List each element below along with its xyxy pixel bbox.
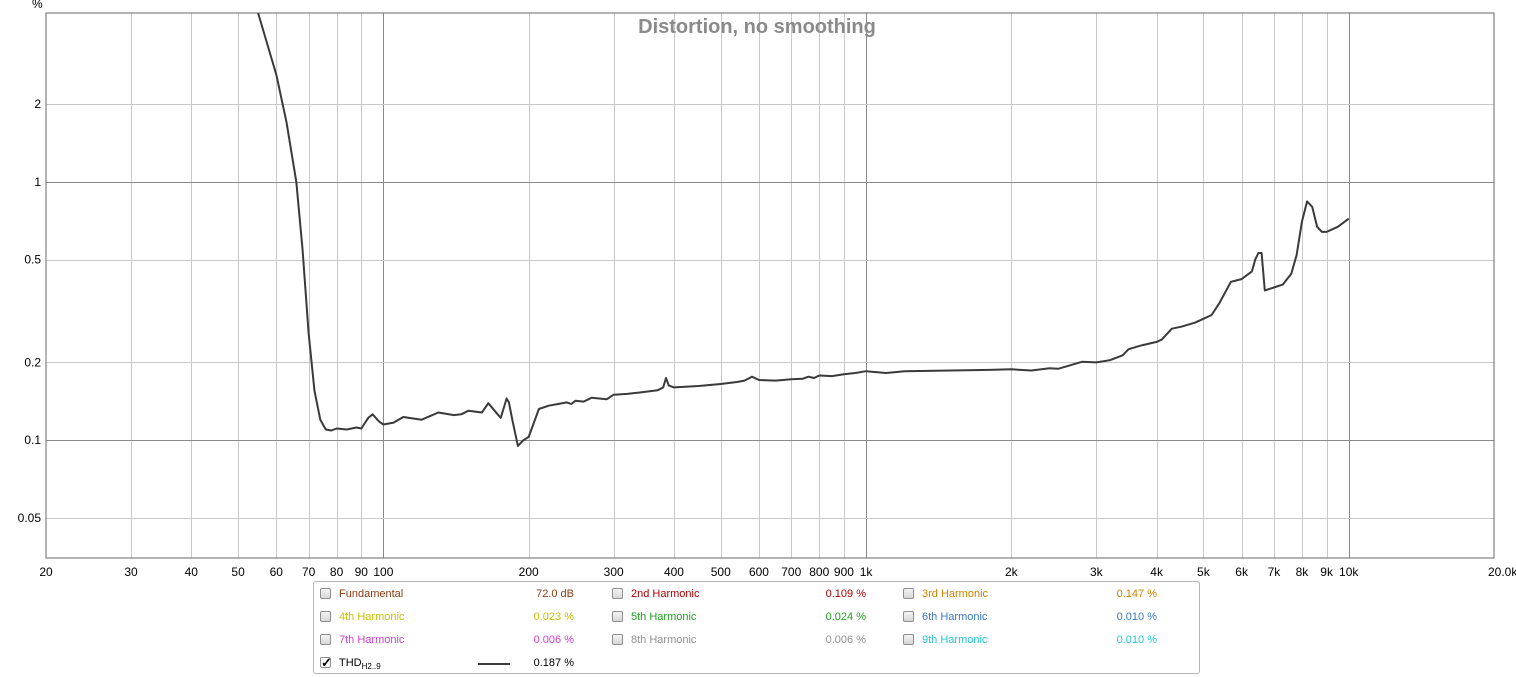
legend-value: 0.023 %	[533, 611, 574, 623]
x-tick-label: 7k	[1268, 565, 1282, 579]
legend-value: 0.147 %	[1116, 588, 1157, 600]
y-tick-label: 0.2	[24, 355, 41, 369]
legend-checkbox[interactable]	[612, 588, 623, 599]
x-tick-label: 60	[270, 565, 284, 579]
legend-checkbox[interactable]	[903, 611, 914, 622]
x-tick-label: 5k	[1197, 565, 1211, 579]
x-tick-label: 20	[39, 565, 53, 579]
x-tick-label: 600	[749, 565, 769, 579]
legend-label: 6th Harmonic	[922, 611, 988, 623]
legend-panel: Fundamental 72.0 dB 2nd Harmonic 0.109 % 3rd…	[313, 581, 1200, 674]
x-tick-label: 90	[355, 565, 369, 579]
x-tick-label: 70	[302, 565, 316, 579]
legend-value: 0.006 %	[825, 634, 866, 646]
x-tick-label: 6k	[1235, 565, 1249, 579]
x-tick-label: 100	[373, 565, 393, 579]
legend-checkbox[interactable]	[612, 634, 623, 645]
legend-checkbox[interactable]	[903, 634, 914, 645]
legend-value: 0.024 %	[825, 611, 866, 623]
legend-value: 0.109 %	[825, 588, 866, 600]
x-tick-label: 4k	[1150, 565, 1164, 579]
x-tick-label: 50	[231, 565, 245, 579]
legend-label: 8th Harmonic	[631, 634, 697, 646]
x-tick-label: 40	[185, 565, 199, 579]
legend-label: 7th Harmonic	[339, 634, 405, 646]
thd-series-line	[257, 12, 1350, 447]
legend-label: Fundamental	[339, 588, 404, 600]
legend-value: 0.010 %	[1116, 611, 1157, 623]
legend-label: 9th Harmonic	[922, 634, 988, 646]
x-tick-label: 20.0kHz	[1488, 565, 1516, 579]
x-tick-label: 700	[781, 565, 801, 579]
check-icon: ✓	[321, 655, 332, 670]
legend-checkbox[interactable]	[612, 611, 623, 622]
x-tick-labels: 20 30 40 50 60 70 80 90 100 200 300 400 500 600 700 800…	[39, 565, 1516, 579]
distortion-chart: % Distortion, no smoothing 20 30 40 50 60 70 8…	[18, 0, 1516, 579]
x-tick-label: 80	[330, 565, 344, 579]
x-tick-label: 8k	[1296, 565, 1310, 579]
chart-title: Distortion, no smoothing	[638, 16, 876, 38]
grid-lines	[46, 13, 1494, 558]
legend-label: 2nd Harmonic	[631, 588, 700, 600]
x-tick-label: 200	[519, 565, 539, 579]
y-tick-label: 0.1	[24, 433, 41, 447]
legend-checkbox[interactable]	[903, 588, 914, 599]
x-tick-label: 3k	[1090, 565, 1104, 579]
x-tick-label: 400	[664, 565, 684, 579]
y-tick-label: 0.5	[24, 253, 41, 267]
legend-label: 3rd Harmonic	[922, 588, 989, 600]
x-tick-label: 9k	[1320, 565, 1334, 579]
legend-label: 5th Harmonic	[631, 611, 697, 623]
legend-value: 0.010 %	[1116, 634, 1157, 646]
x-tick-label: 30	[124, 565, 138, 579]
x-tick-label: 10k	[1339, 565, 1359, 579]
legend-label: THDH2..9	[339, 657, 381, 672]
plot-frame	[45, 12, 1495, 559]
legend-value: 0.187 %	[533, 657, 574, 669]
legend-line-swatch	[478, 663, 510, 665]
y-axis-unit: %	[32, 0, 43, 11]
x-tick-label: 800	[809, 565, 829, 579]
x-tick-label: 1k	[860, 565, 874, 579]
x-tick-label: 500	[711, 565, 731, 579]
legend-checkbox[interactable]	[320, 634, 331, 645]
legend-value: 72.0 dB	[536, 588, 574, 600]
y-tick-labels: 0.05 0.1 0.2 0.5 1 2	[18, 97, 42, 525]
x-tick-label: 300	[604, 565, 624, 579]
x-tick-label: 2k	[1005, 565, 1019, 579]
legend-checkbox[interactable]	[320, 588, 331, 599]
y-tick-label: 0.05	[18, 511, 42, 525]
x-tick-label: 900	[834, 565, 854, 579]
y-tick-label: 2	[34, 97, 41, 111]
legend-label: 4th Harmonic	[339, 611, 405, 623]
legend-checkbox[interactable]	[320, 611, 331, 622]
legend-value: 0.006 %	[533, 634, 574, 646]
legend-checkbox[interactable]: ✓	[320, 655, 332, 670]
y-tick-label: 1	[34, 175, 41, 189]
